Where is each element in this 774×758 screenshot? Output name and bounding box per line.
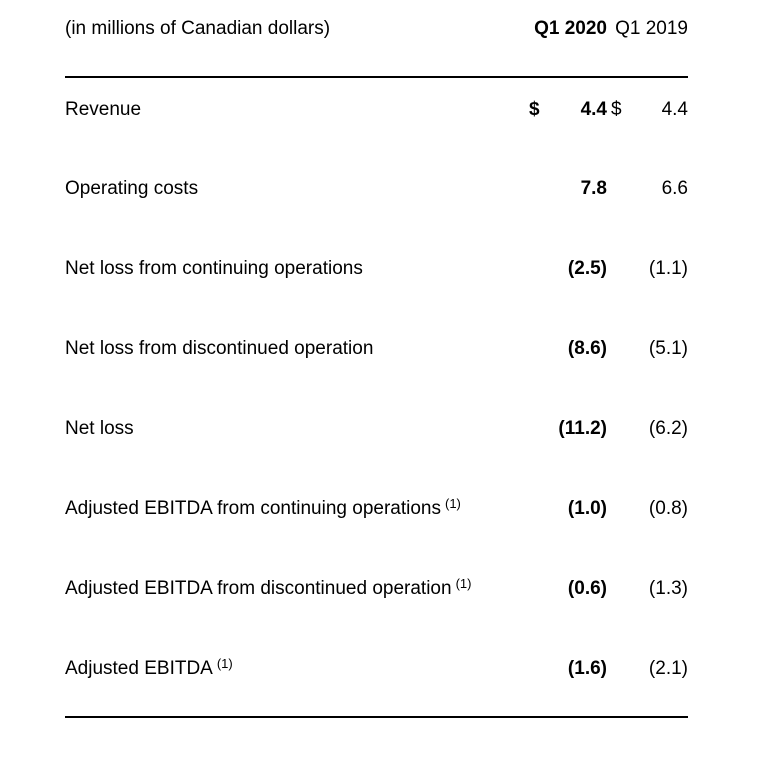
value-q1-2020: (8.6) [567,338,607,359]
currency-cell-empty [607,237,627,317]
table-row-adjusted-ebitda-discontinued: Adjusted EBITDA from discontinued operat… [65,557,688,637]
row-label: Adjusted EBITDA (1) [65,637,529,718]
value-q1-2019: (5.1) [648,338,688,359]
currency-cell-empty [529,557,545,637]
currency-cell-empty [607,317,627,397]
value-q1-2019: (6.2) [648,418,688,439]
row-label: Operating costs [65,157,529,237]
value-q1-2019: (0.8) [648,498,688,519]
footnote-marker: (1) [455,576,472,591]
currency-cell-empty [607,637,627,718]
currency-cell-empty [607,157,627,237]
row-label: Net loss from continuing operations [65,237,529,317]
currency-cell-empty [529,317,545,397]
value-q1-2020: (0.6) [567,578,607,599]
value-q1-2020: 4.4 [580,99,607,120]
currency-cell-empty [529,157,545,237]
value-q1-2019: 6.6 [661,178,688,199]
value-q1-2019: (1.1) [648,258,688,279]
currency-cell-empty [529,237,545,317]
currency-cell-empty [607,477,627,557]
row-label: Adjusted EBITDA from discontinued operat… [65,557,529,637]
row-label-text: Operating costs [65,178,199,199]
currency-symbol-q1-2019: $ [611,99,622,120]
currency-cell-empty [607,557,627,637]
column-header-q1-2019: Q1 2019 [607,0,688,78]
financial-summary-table: (in millions of Canadian dollars) Q1 202… [65,0,688,718]
row-label-text: Adjusted EBITDA from continuing operatio… [65,498,441,519]
currency-symbol-q1-2020: $ [529,99,540,120]
row-label: Net loss from discontinued operation [65,317,529,397]
currency-cell-empty [607,397,627,477]
column-header-q1-2020: Q1 2020 [529,0,607,78]
currency-cell-empty [529,477,545,557]
table-row-adjusted-ebitda: Adjusted EBITDA (1) (1.6) (2.1) [65,637,688,718]
value-q1-2019: (1.3) [648,578,688,599]
table-row-net-loss-continuing: Net loss from continuing operations (2.5… [65,237,688,317]
row-label-text: Revenue [65,99,142,120]
row-label-text: Net loss [65,418,134,439]
unit-label: (in millions of Canadian dollars) [65,0,529,78]
value-q1-2020: (2.5) [567,258,607,279]
footnote-marker: (1) [444,496,461,511]
currency-cell-empty [529,637,545,718]
row-label: Adjusted EBITDA from continuing operatio… [65,477,529,557]
value-q1-2019: (2.1) [627,637,688,718]
table-row-net-loss: Net loss (11.2) (6.2) [65,397,688,477]
row-label-text: Adjusted EBITDA [65,658,213,679]
table-row-net-loss-discontinued: Net loss from discontinued operation (8.… [65,317,688,397]
footnote-marker: (1) [216,656,233,671]
table-row-operating-costs: Operating costs 7.8 6.6 [65,157,688,237]
row-label: Net loss [65,397,529,477]
value-q1-2020: (1.6) [545,637,607,718]
row-label-text: Net loss from continuing operations [65,258,363,279]
row-label: Revenue [65,77,529,157]
value-q1-2020: (11.2) [558,418,607,439]
row-label-text: Net loss from discontinued operation [65,338,374,359]
table-row-revenue: Revenue $ 4.4 $ 4.4 [65,77,688,157]
row-label-text: Adjusted EBITDA from discontinued operat… [65,578,452,599]
currency-cell-empty [529,397,545,477]
table-row-adjusted-ebitda-continuing: Adjusted EBITDA from continuing operatio… [65,477,688,557]
value-q1-2019: 4.4 [661,99,688,120]
table-header-row: (in millions of Canadian dollars) Q1 202… [65,0,688,78]
value-q1-2020: (1.0) [567,498,607,519]
value-q1-2020: 7.8 [580,178,607,199]
